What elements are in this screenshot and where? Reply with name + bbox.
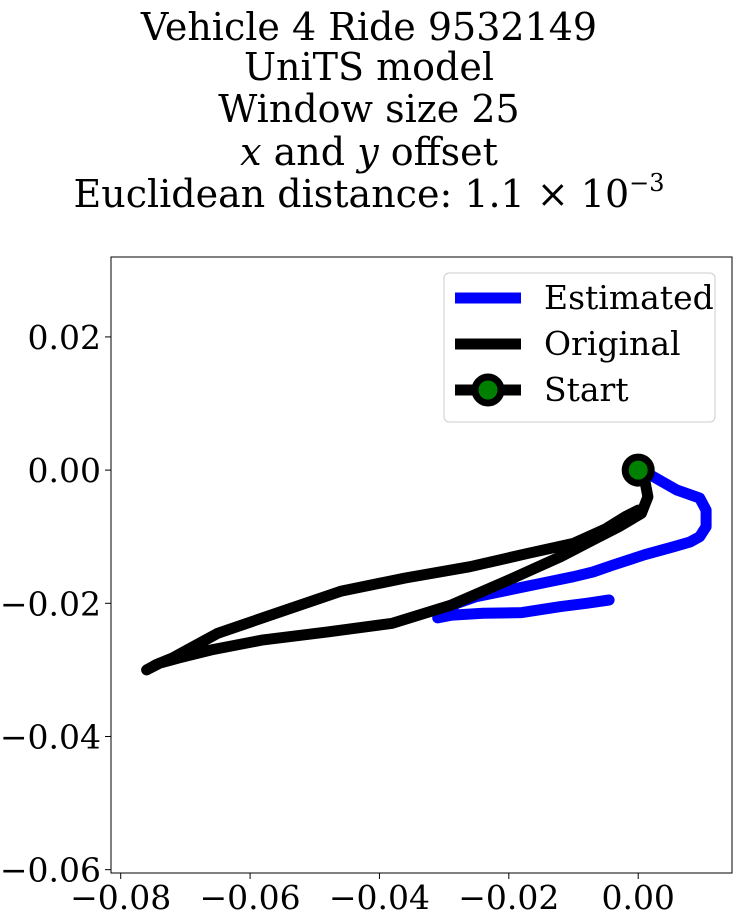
x-tick-label: −0.08 xyxy=(70,878,171,917)
legend-label-original: Original xyxy=(544,324,681,363)
start-marker xyxy=(621,453,655,487)
title-offset-word: offset xyxy=(390,130,498,174)
legend-label-estimated: Estimated xyxy=(544,278,714,317)
legend-start-marker xyxy=(471,373,505,407)
y-tick-label: −0.06 xyxy=(0,851,101,890)
plot-frame xyxy=(110,256,733,874)
x-tick-label: 0.00 xyxy=(601,878,674,917)
title-line-5: Euclidean distance: 1.1 × 10−3 xyxy=(0,171,738,216)
y-tick-label: −0.02 xyxy=(0,584,101,623)
y-tick-label: −0.04 xyxy=(0,717,101,756)
chart-title: Vehicle 4 Ride 9532149 UniTS model Windo… xyxy=(0,0,738,240)
title-distance-exponent: −3 xyxy=(629,169,665,197)
y-tick-label: 0.00 xyxy=(28,451,101,490)
title-line-2: UniTS model xyxy=(244,45,494,89)
x-tick-label: −0.06 xyxy=(200,878,301,917)
x-tick-label: −0.02 xyxy=(458,878,559,917)
title-x-symbol: x xyxy=(240,130,262,174)
axes-layer: −0.08 −0.06 −0.04 −0.02 0.000.020.00−0.02−0.… xyxy=(0,256,733,917)
title-line-4: x and y offset xyxy=(0,133,738,171)
title-line-1: Vehicle 4 Ride 9532149 xyxy=(140,5,598,49)
legend: Estimated Original Start xyxy=(443,272,716,423)
y-tick-label: 0.02 xyxy=(28,318,101,357)
series-line-estimated xyxy=(432,464,712,624)
title-and-word: and xyxy=(273,130,346,174)
title-distance-text: Euclidean distance: 1.1 × 10 xyxy=(73,172,630,216)
legend-label-start: Start xyxy=(544,370,629,409)
title-line-3: Window size 25 xyxy=(218,87,520,131)
title-y-symbol: y xyxy=(357,130,379,174)
series-line-original xyxy=(141,464,654,676)
series-layer xyxy=(141,453,712,676)
x-tick-label: −0.04 xyxy=(329,878,430,917)
